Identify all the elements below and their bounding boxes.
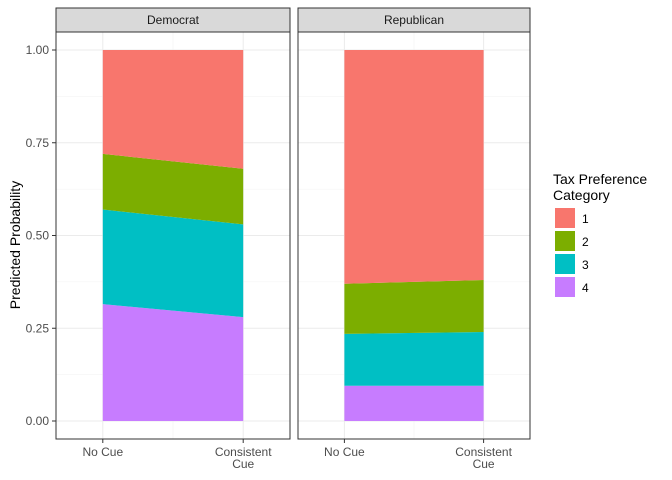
legend-title: Tax Preference Category [553,171,647,203]
x-tick-label: No Cue [324,445,365,459]
y-axis: 0.00 0.25 0.50 0.75 1.00 [26,43,56,428]
area-category-2 [102,153,244,225]
facet-strip [55,7,291,33]
area-category-2 [344,280,484,334]
panel-republican: Republican No Cue Consistent Cue [297,7,531,471]
legend-label-4: 4 [582,281,589,295]
legend-label-3: 3 [582,258,589,272]
y-tick-label: 0.25 [26,321,50,335]
legend-key-4 [555,277,575,297]
y-tick-label: 0.75 [26,136,50,150]
y-tick-label: 0.00 [26,414,50,428]
legend: Tax Preference Category 1 2 3 4 [553,171,647,297]
area-category-4 [344,385,484,421]
y-axis-title: Predicted Probability [7,181,23,309]
area-category-3 [102,209,244,318]
facet-label: Democrat [147,13,200,27]
y-tick-label: 1.00 [26,43,50,57]
x-tick-label: Consistent Cue [455,445,512,471]
legend-key-2 [555,231,575,251]
x-tick-label: No Cue [82,445,123,459]
area-category-4 [102,304,244,421]
y-tick-label: 0.50 [26,229,50,243]
area-category-1 [102,50,244,169]
legend-label-2: 2 [582,235,589,249]
legend-label-1: 1 [582,212,589,226]
panel-border [297,31,531,440]
facet-strip [297,7,531,33]
facet-label: Republican [384,13,444,27]
facet-panels: Democrat No Cue Consistent Cue Republican No … [55,7,531,471]
area-category-1 [344,50,484,284]
x-tick-label: Consistent Cue [215,445,272,471]
legend-key-3 [555,254,575,274]
panel-democrat: Democrat No Cue Consistent Cue [55,7,291,471]
legend-key-1 [555,208,575,228]
area-category-3 [344,331,484,386]
